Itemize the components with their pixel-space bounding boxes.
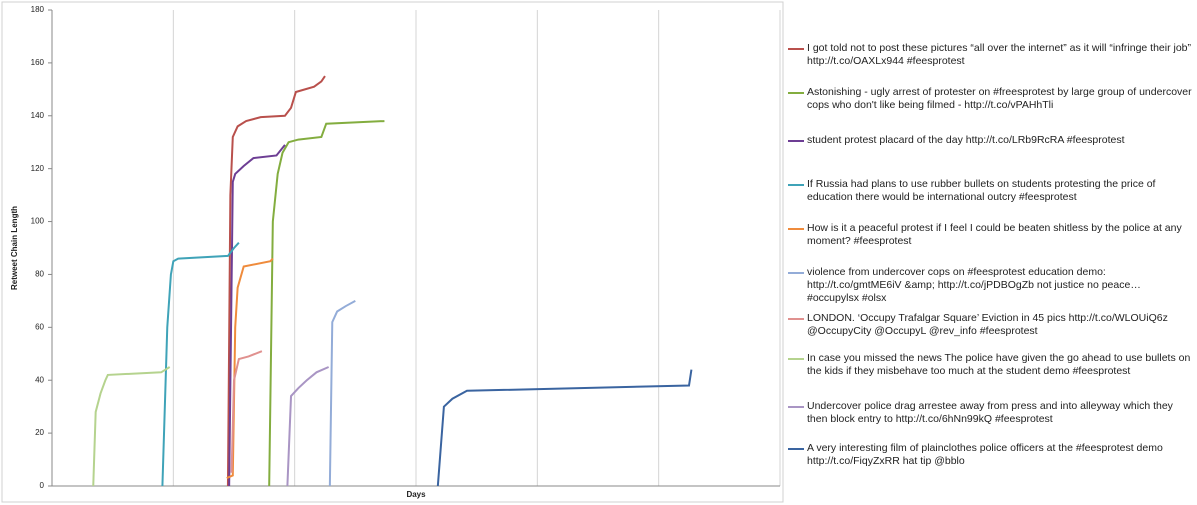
legend-label: How is it a peaceful protest if I feel I… — [807, 222, 1182, 247]
y-tick-label: 0 — [40, 481, 45, 490]
y-tick-label: 20 — [35, 428, 44, 437]
legend-entry: I got told not to post these pictures “a… — [788, 42, 1193, 68]
legend-entry: violence from undercover cops on #feespr… — [788, 266, 1193, 305]
y-tick-label: 120 — [31, 164, 45, 173]
legend-swatch — [788, 184, 804, 186]
y-axis-title: Retweet Chain Length — [10, 206, 19, 290]
series-line — [328, 300, 356, 487]
legend-entry: LONDON. ‘Occupy Trafalgar Square’ Evicti… — [788, 312, 1193, 338]
legend-entry: If Russia had plans to use rubber bullet… — [788, 178, 1193, 204]
series-line — [161, 242, 240, 487]
series-line — [226, 75, 326, 487]
y-tick-label: 100 — [31, 217, 45, 226]
y-tick-label: 40 — [35, 375, 44, 384]
legend-swatch — [788, 272, 804, 274]
chart-frame — [1, 1, 784, 503]
legend-swatch — [788, 92, 804, 94]
legend-entry: Astonishing - ugly arrest of protester o… — [788, 86, 1193, 112]
legend-label: LONDON. ‘Occupy Trafalgar Square’ Evicti… — [807, 312, 1168, 337]
legend-swatch — [788, 140, 804, 142]
series-line — [268, 120, 385, 487]
chart: Retweet Chain Length Days 0 20 40 60 80 100 12… — [1, 1, 784, 503]
legend-swatch — [788, 318, 804, 320]
y-tick-label: 80 — [35, 270, 44, 279]
y-tick-label: 140 — [31, 111, 45, 120]
legend-swatch — [788, 228, 804, 230]
series-line — [226, 257, 274, 479]
legend-label: If Russia had plans to use rubber bullet… — [807, 178, 1156, 203]
legend-entry: Undercover police drag arrestee away fro… — [788, 400, 1193, 426]
series-line — [286, 366, 330, 487]
legend-label: violence from undercover cops on #feespr… — [807, 266, 1141, 304]
series-line — [230, 350, 263, 473]
legend-entry: student protest placard of the day http:… — [788, 134, 1125, 147]
series-line — [92, 366, 171, 487]
legend-entry: In case you missed the news The police h… — [788, 352, 1193, 378]
legend-label: Undercover police drag arrestee away fro… — [807, 400, 1173, 425]
legend-label: In case you missed the news The police h… — [807, 352, 1191, 377]
legend-swatch — [788, 48, 804, 50]
legend-swatch — [788, 406, 804, 408]
series-line — [436, 369, 693, 487]
legend: I got told not to post these pictures “a… — [788, 0, 1193, 505]
y-tick-label: 160 — [31, 58, 45, 67]
y-tick-label: 180 — [31, 5, 45, 14]
legend-entry: A very interesting film of plainclothes … — [788, 442, 1193, 468]
legend-swatch — [788, 358, 804, 360]
legend-label: I got told not to post these pictures “a… — [807, 42, 1192, 67]
legend-entry: How is it a peaceful protest if I feel I… — [788, 222, 1193, 248]
y-tick-label: 60 — [35, 322, 44, 331]
legend-label: Astonishing - ugly arrest of protester o… — [807, 86, 1192, 111]
legend-swatch — [788, 448, 804, 450]
series-line — [228, 144, 286, 487]
legend-label: A very interesting film of plainclothes … — [807, 442, 1163, 467]
x-axis-title: Days — [406, 490, 426, 499]
legend-label: student protest placard of the day http:… — [807, 134, 1125, 146]
